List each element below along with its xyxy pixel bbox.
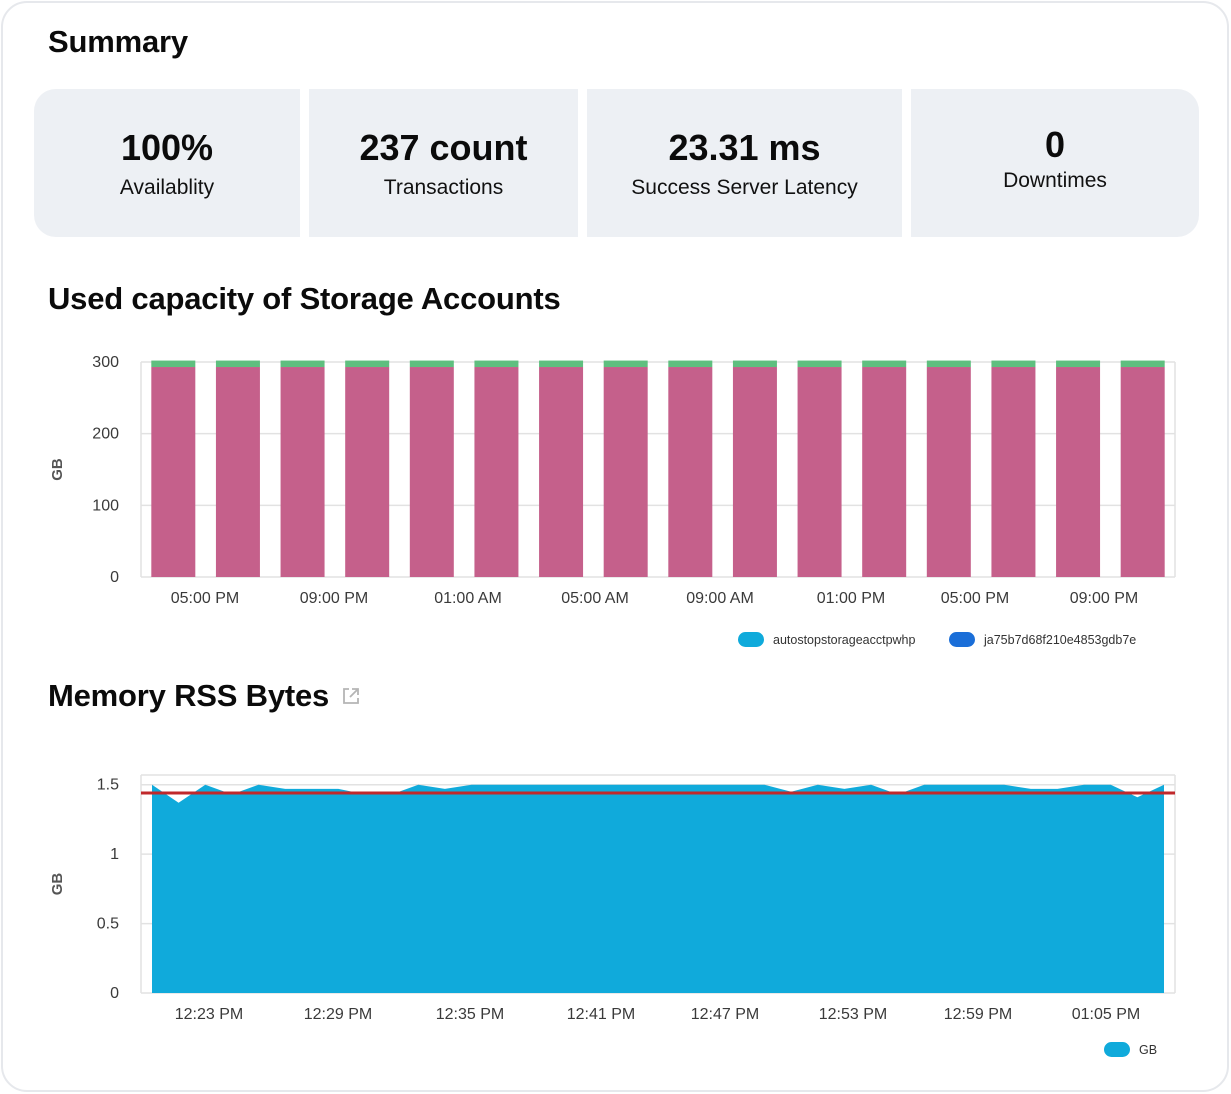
downtimes-label: Downtimes: [1003, 169, 1107, 192]
x-tick-label: 12:53 PM: [819, 1006, 887, 1023]
x-tick-label: 01:00 AM: [434, 590, 502, 607]
bar-segment-primary: [1056, 367, 1101, 577]
x-tick-label: 09:00 PM: [1070, 590, 1138, 607]
y-tick-label: 300: [92, 354, 119, 371]
y-axis-title: GB: [49, 458, 66, 481]
transactions-label: Transactions: [383, 176, 504, 199]
y-axis-title: GB: [49, 873, 66, 896]
x-tick-label: 12:47 PM: [691, 1006, 759, 1023]
legend-label: GB: [1139, 1043, 1157, 1057]
bar-segment-primary: [280, 367, 325, 577]
downtimes-value: 0: [1044, 124, 1066, 165]
bar-segment-primary: [151, 367, 196, 577]
y-tick-label: 100: [92, 497, 119, 514]
bar-segment-primary: [603, 367, 648, 577]
y-tick-label: 0.5: [97, 916, 119, 933]
downtimes-tile: 0 Downtimes: [911, 89, 1199, 237]
availability-value: 100%: [120, 127, 214, 168]
storage-chart-title: Used capacity of Storage Accounts: [48, 281, 561, 316]
y-tick-label: 200: [92, 426, 119, 443]
bar-segment-primary: [474, 367, 519, 577]
summary-title: Summary: [48, 24, 188, 59]
x-tick-label: 01:00 PM: [817, 590, 885, 607]
legend-swatch: [1104, 1042, 1130, 1057]
legend-label: ja75b7d68f210e4853gdb7e: [983, 633, 1136, 647]
x-tick-label: 12:29 PM: [304, 1006, 372, 1023]
bar-segment-secondary: [926, 360, 971, 368]
transactions-tile: 237 count Transactions: [309, 89, 578, 237]
bar-segment-secondary: [668, 360, 713, 368]
x-tick-label: 12:59 PM: [944, 1006, 1012, 1023]
x-tick-label: 05:00 PM: [171, 590, 239, 607]
bar-segment-primary: [732, 367, 777, 577]
x-tick-label: 12:35 PM: [436, 1006, 504, 1023]
x-tick-label: 05:00 AM: [561, 590, 629, 607]
x-tick-label: 09:00 PM: [300, 590, 368, 607]
legend-swatch: [949, 632, 975, 647]
x-tick-label: 05:00 PM: [941, 590, 1009, 607]
bar-segment-secondary: [409, 360, 454, 368]
bar-segment-secondary: [862, 360, 907, 368]
bar-segment-primary: [668, 367, 713, 577]
x-tick-label: 09:00 AM: [686, 590, 754, 607]
bar-segment-secondary: [797, 360, 842, 368]
y-tick-label: 1: [110, 846, 119, 863]
availability-tile: 100% Availablity: [34, 89, 300, 237]
bar-segment-primary: [215, 367, 260, 577]
x-tick-label: 01:05 PM: [1072, 1006, 1140, 1023]
latency-label: Success Server Latency: [631, 176, 858, 199]
bar-segment-secondary: [1120, 360, 1165, 368]
legend-swatch: [738, 632, 764, 647]
legend-label: autostopstorageacctpwhp: [773, 633, 916, 647]
external-link-icon[interactable]: [341, 686, 361, 706]
bar-segment-secondary: [345, 360, 390, 368]
y-tick-label: 0: [110, 569, 119, 586]
bar-segment-secondary: [151, 360, 196, 368]
bar-segment-primary: [409, 367, 454, 577]
bar-segment-primary: [345, 367, 390, 577]
availability-label: Availablity: [119, 176, 215, 199]
storage-bar-chart: 0 100 200 300 GB 05:00 PM 09:00 PM 01:00 AM 05:0…: [49, 354, 1176, 647]
summary-tiles: 100% Availablity 237 count Transactions …: [34, 89, 1199, 237]
x-tick-label: 12:23 PM: [175, 1006, 243, 1023]
memory-chart-title: Memory RSS Bytes: [48, 678, 361, 714]
bar-segment-secondary: [603, 360, 648, 368]
area-series-gb: [152, 784, 1164, 993]
x-tick-label: 12:41 PM: [567, 1006, 635, 1023]
bar-segment-secondary: [474, 360, 519, 368]
y-tick-label: 1.5: [97, 777, 119, 794]
y-tick-label: 0: [110, 985, 119, 1002]
transactions-value: 237 count: [359, 127, 528, 168]
bar-segment-primary: [1120, 367, 1165, 577]
bar-segment-secondary: [215, 360, 260, 368]
bar-segment-secondary: [991, 360, 1036, 368]
bar-segment-primary: [926, 367, 971, 577]
latency-tile: 23.31 ms Success Server Latency: [587, 89, 902, 237]
bar-segment-secondary: [1056, 360, 1101, 368]
bar-segment-primary: [991, 367, 1036, 577]
bar-segment-secondary: [539, 360, 584, 368]
bar-segment-primary: [539, 367, 584, 577]
bar-segment-primary: [862, 367, 907, 577]
bar-segment-primary: [797, 367, 842, 577]
memory-title-text: Memory RSS Bytes: [48, 678, 330, 713]
bar-segment-secondary: [280, 360, 325, 368]
latency-value: 23.31 ms: [668, 127, 821, 168]
bar-segment-secondary: [732, 360, 777, 368]
